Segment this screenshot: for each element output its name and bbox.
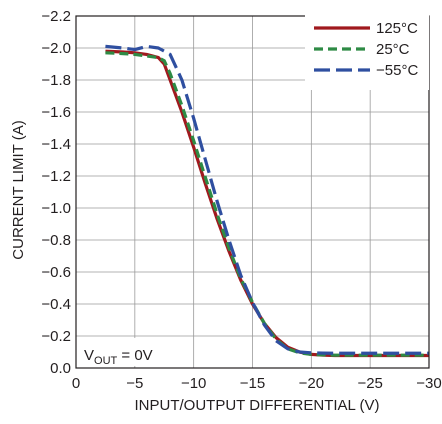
series-line-1 [105, 49, 429, 358]
y-tick-label: −0.8 [41, 232, 71, 249]
y-tick-label: −0.4 [41, 296, 71, 313]
legend-label-1: 125°C [376, 20, 418, 37]
plot-area-frame [75, 15, 430, 369]
y-tick-label: −0.2 [41, 328, 71, 345]
x-tick-label: −30 [416, 375, 441, 392]
y-tick-label: −1.6 [41, 104, 71, 121]
x-axis-title: INPUT/OUTPUT DIFFERENTIAL (V) [134, 397, 379, 414]
series-layer [105, 44, 429, 358]
legend-label-3: −55°C [376, 62, 418, 79]
y-tick-label: 0.0 [50, 360, 71, 377]
vout-prefix: V [84, 347, 94, 364]
vout-annotation: VOUT = 0V [80, 338, 175, 367]
y-tick-label: −1.0 [41, 200, 71, 217]
y-tick-label: −0.6 [41, 264, 71, 281]
x-tick-label: −25 [357, 375, 382, 392]
y-tick-label: −1.4 [41, 136, 71, 153]
x-tick-label: 0 [72, 375, 80, 392]
x-tick-label: −5 [126, 375, 143, 392]
x-tick-label: −15 [240, 375, 265, 392]
x-tick-label: −10 [181, 375, 206, 392]
y-axis-ticks: 0.0 −0.2 −0.4 −0.6 −0.8 −1.0 −1.2 −1.4 −1.6 −1.8 −… [41, 8, 71, 377]
vout-subscript: OUT [94, 355, 118, 367]
y-tick-label: −2.2 [41, 8, 71, 25]
annotation-background [80, 338, 175, 366]
vout-annotation-text: VOUT = 0V [84, 347, 153, 367]
x-tick-label: −20 [299, 375, 324, 392]
x-axis-ticks: 0 −5 −10 −15 −20 −25 −30 [72, 375, 442, 392]
y-tick-label: −1.2 [41, 168, 71, 185]
y-axis-title: CURRENT LIMIT (A) [10, 120, 27, 259]
legend: 125°C 25°C −55°C [305, 14, 429, 90]
y-tick-label: −2.0 [41, 40, 71, 57]
vout-suffix: = 0V [117, 347, 152, 364]
series-line-3 [105, 44, 429, 355]
legend-label-2: 25°C [376, 41, 410, 58]
series-line-2 [105, 51, 429, 357]
y-tick-label: −1.8 [41, 72, 71, 89]
